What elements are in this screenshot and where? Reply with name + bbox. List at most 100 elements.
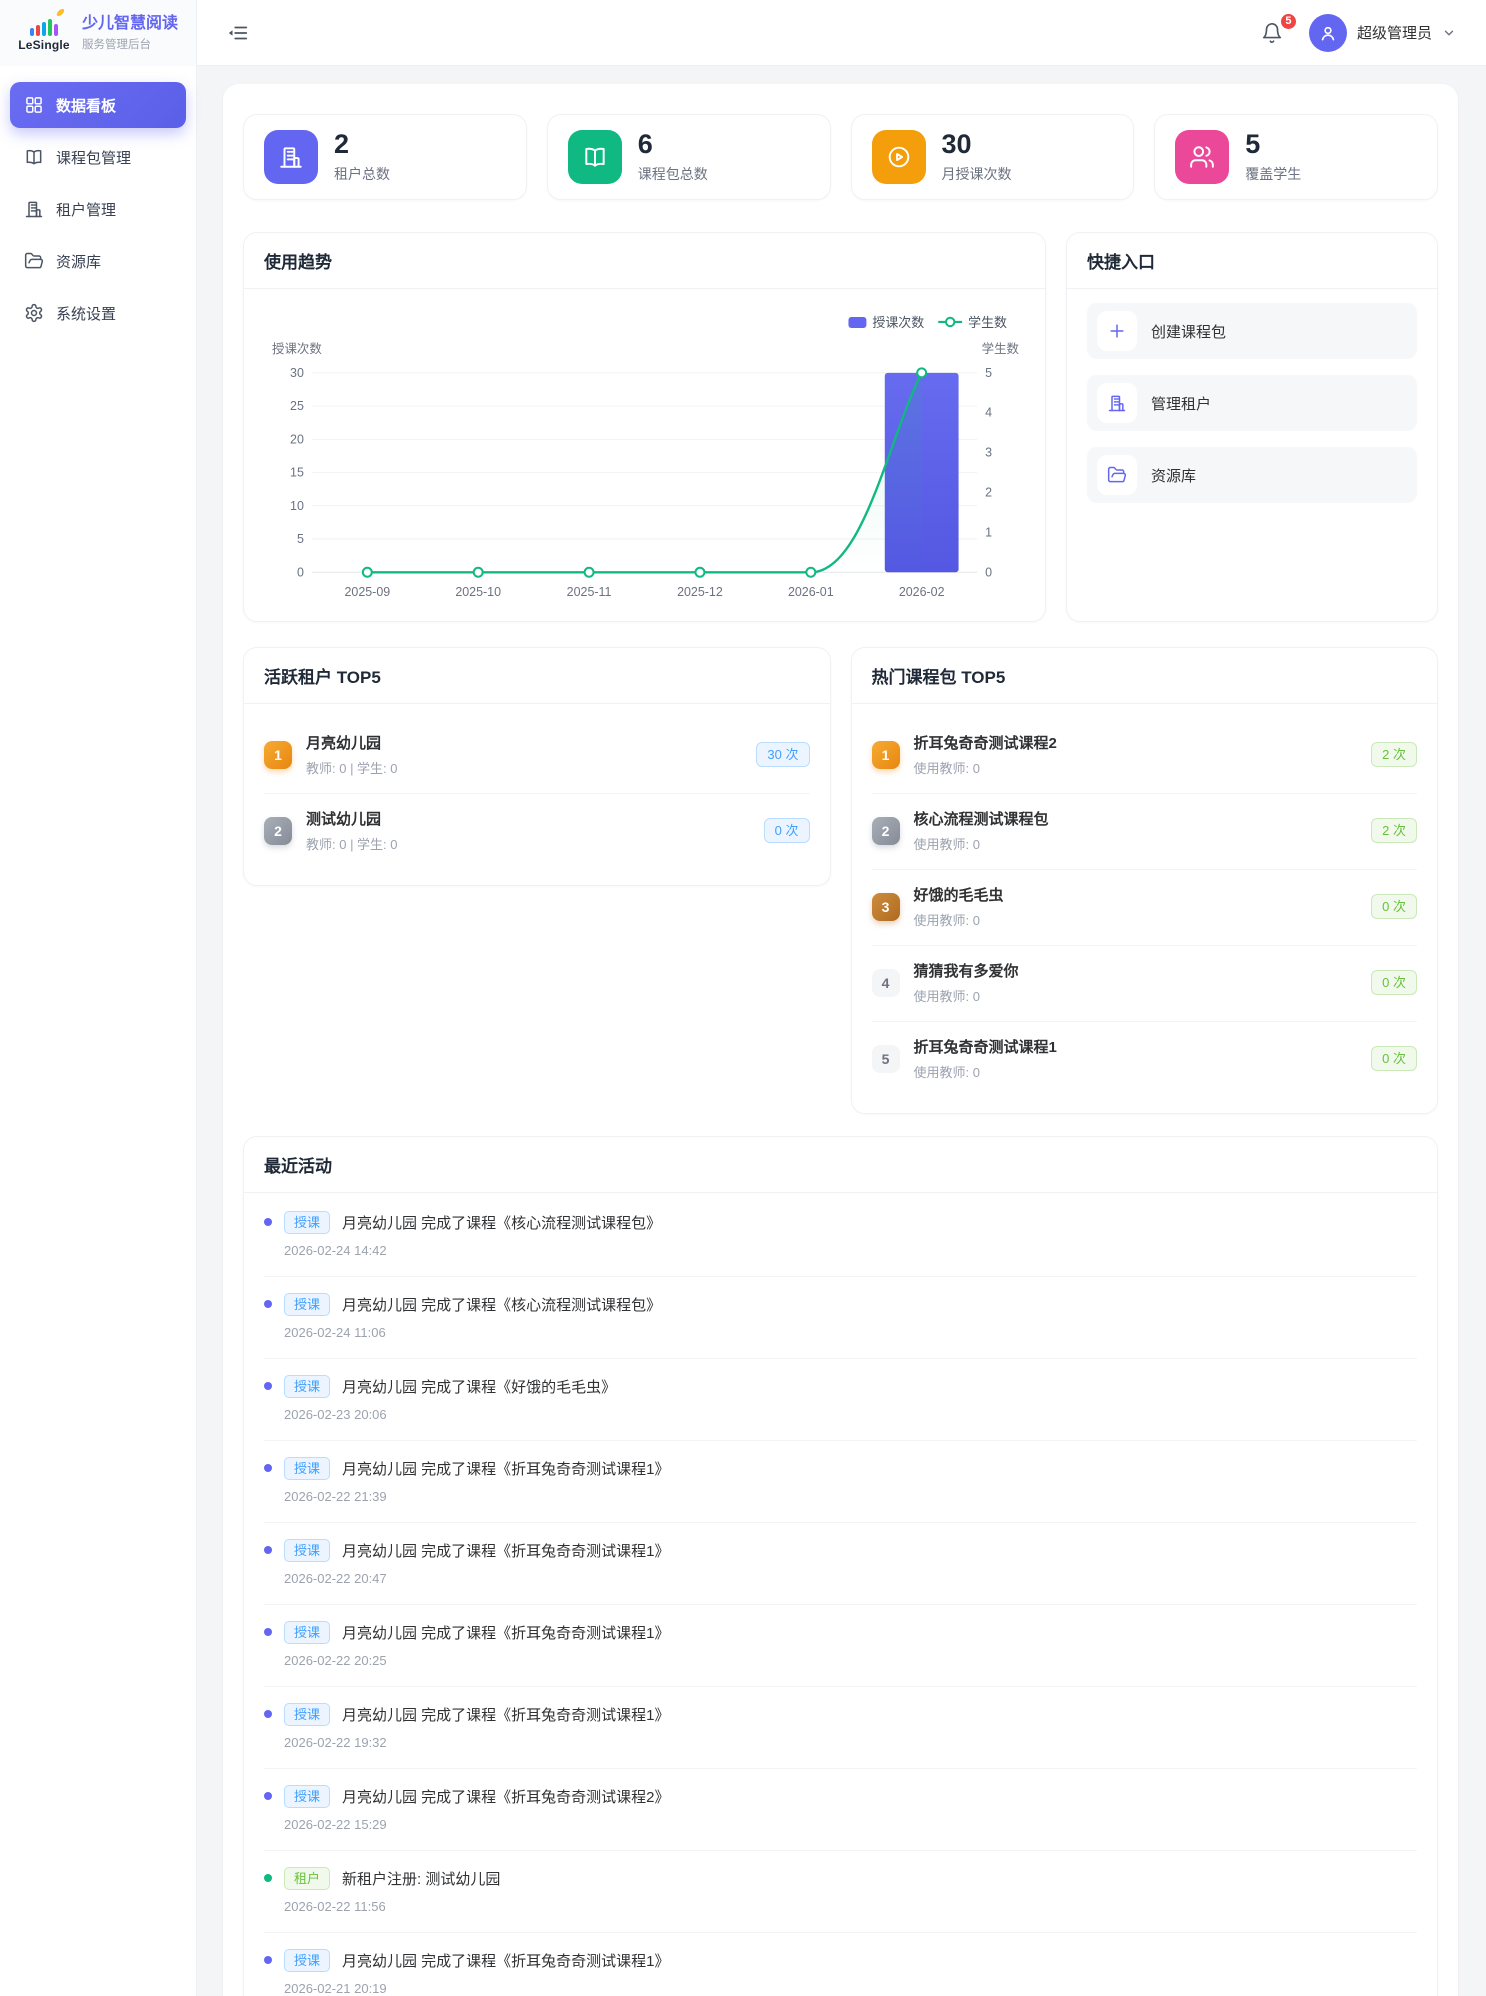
brand-name: LeSingle: [18, 37, 70, 52]
svg-text:2026-02: 2026-02: [899, 585, 945, 599]
avatar: [1308, 13, 1347, 52]
list-item: 5 折耳兔奇奇测试课程1 使用教师: 0 0 次: [871, 1022, 1417, 1097]
activity-row: 授课 月亮幼儿园 完成了课程《折耳兔奇奇测试课程1》 2026-02-22 21…: [264, 1441, 1417, 1524]
sidebar-collapse-button[interactable]: [224, 19, 252, 47]
activity-type-badge: 授课: [284, 1457, 331, 1481]
quick-entry-item-2[interactable]: 资源库: [1087, 447, 1417, 503]
quick-entry-card: 快捷入口 创建课程包 管理租户 资源库: [1066, 232, 1438, 623]
svg-text:4: 4: [985, 406, 992, 420]
user-name: 超级管理员: [1356, 25, 1432, 42]
sidebar-item-2[interactable]: 租户管理: [10, 186, 186, 232]
activity-text: 月亮幼儿园 完成了课程《折耳兔奇奇测试课程1》: [342, 1707, 670, 1725]
activity-time: 2026-02-22 20:47: [284, 1571, 387, 1587]
recent-activity-list: 授课 月亮幼儿园 完成了课程《核心流程测试课程包》 2026-02-24 14:…: [244, 1193, 1437, 1996]
list-item: 2 测试幼儿园 教师: 0 | 学生: 0 0 次: [264, 794, 810, 869]
sidebar-item-4[interactable]: 系统设置: [10, 290, 186, 336]
rank-badge: 1: [264, 740, 292, 769]
count-badge: 2 次: [1371, 742, 1417, 768]
brand-logo: LeSingle 少儿智慧阅读 服务管理后台: [0, 0, 197, 66]
activity-text: 月亮幼儿园 完成了课程《折耳兔奇奇测试课程1》: [342, 1461, 670, 1479]
activity-text: 月亮幼儿园 完成了课程《折耳兔奇奇测试课程1》: [342, 1953, 670, 1971]
sidebar-item-3[interactable]: 资源库: [10, 238, 186, 284]
svg-text:5: 5: [297, 532, 304, 546]
sidebar-item-0[interactable]: 数据看板: [10, 82, 186, 128]
book-icon: [24, 147, 44, 167]
user-menu[interactable]: 超级管理员: [1308, 13, 1456, 52]
sidebar-item-1[interactable]: 课程包管理: [10, 134, 186, 180]
person-icon: [1318, 23, 1338, 43]
activity-dot: [264, 1792, 272, 1801]
notifications-button[interactable]: 5: [1261, 11, 1298, 47]
activity-type-badge: 授课: [284, 1539, 331, 1563]
line-series: [366, 371, 923, 574]
legend-bar-label: 授课次数: [872, 315, 924, 330]
activity-type-badge: 授课: [284, 1949, 331, 1973]
item-meta: 使用教师: 0: [913, 1065, 980, 1081]
stat-label: 覆盖学生: [1245, 165, 1302, 182]
svg-text:15: 15: [290, 466, 304, 480]
hot-courses-title: 热门课程包 TOP5: [851, 648, 1437, 705]
building-icon: [278, 144, 304, 170]
rank-badge: 4: [871, 968, 900, 997]
rank-badge: 1: [871, 740, 900, 769]
svg-text:0: 0: [297, 565, 304, 579]
leaf-icon: [55, 7, 66, 17]
sidebar: 数据看板课程包管理租户管理资源库系统设置: [0, 66, 197, 1996]
activity-dot: [264, 1546, 272, 1555]
sidebar-item-label: 资源库: [56, 253, 102, 271]
stat-value: 6: [637, 129, 653, 160]
rank-badge: 2: [871, 816, 900, 845]
activity-time: 2026-02-24 11:06: [284, 1325, 386, 1341]
item-name: 测试幼儿园: [306, 811, 382, 829]
brand-logo-icon: LeSingle: [16, 7, 72, 52]
stat-card-1: 6 课程包总数: [546, 114, 831, 200]
building-icon: [24, 199, 44, 219]
activity-dot: [264, 1464, 272, 1473]
activity-time: 2026-02-22 20:25: [284, 1653, 387, 1669]
activity-time: 2026-02-22 19:32: [284, 1735, 387, 1751]
stat-label: 课程包总数: [637, 165, 708, 182]
count-badge: 0 次: [1371, 1046, 1417, 1072]
activity-type-badge: 授课: [284, 1703, 331, 1727]
sidebar-item-label: 系统设置: [56, 305, 117, 323]
dashboard-panel: 2 租户总数 6 课程包总数 30 月授课次数 5 覆盖学生 使用趋势 0 5 10…: [223, 84, 1458, 1996]
stat-label: 租户总数: [334, 165, 390, 182]
stat-value: 30: [941, 129, 972, 160]
activity-text: 月亮幼儿园 完成了课程《核心流程测试课程包》: [342, 1215, 662, 1233]
svg-text:2025-12: 2025-12: [677, 585, 723, 599]
activity-time: 2026-02-22 11:56: [284, 1899, 386, 1915]
svg-text:授课次数: 授课次数: [272, 341, 322, 356]
usage-trend-card: 使用趋势 0 5 10 15 20 25 30 0 1 2 3 4 5 授课次数 学生数 2025-09 202…: [243, 232, 1046, 623]
svg-text:2025-11: 2025-11: [567, 585, 612, 599]
quick-entry-item-0[interactable]: 创建课程包: [1087, 303, 1417, 359]
bell-icon: [1261, 22, 1289, 44]
book-icon: [582, 144, 608, 170]
stat-value: 5: [1245, 129, 1261, 160]
activity-time: 2026-02-24 14:42: [284, 1243, 387, 1259]
stats-row: 2 租户总数 6 课程包总数 30 月授课次数 5 覆盖学生: [243, 114, 1438, 200]
item-name: 好饿的毛毛虫: [913, 887, 1004, 905]
rank-badge: 2: [264, 816, 292, 845]
list-item: 1 折耳兔奇奇测试课程2 使用教师: 0 2 次: [871, 718, 1417, 795]
activity-row: 授课 月亮幼儿园 完成了课程《核心流程测试课程包》 2026-02-24 14:…: [264, 1195, 1417, 1278]
activity-dot: [264, 1710, 272, 1719]
activity-text: 月亮幼儿园 完成了课程《折耳兔奇奇测试课程2》: [342, 1789, 670, 1807]
count-badge: 0 次: [1371, 894, 1417, 920]
line-marker: [805, 566, 817, 578]
quick-entry-label: 管理租户: [1151, 395, 1212, 413]
activity-dot: [264, 1382, 272, 1391]
list-item: 4 猜猜我有多爱你 使用教师: 0 0 次: [871, 946, 1417, 1023]
quick-entry-item-1[interactable]: 管理租户: [1087, 375, 1417, 431]
svg-text:1: 1: [985, 525, 992, 539]
line-marker: [583, 566, 595, 578]
list-item: 3 好饿的毛毛虫 使用教师: 0 0 次: [871, 870, 1417, 947]
dashboard-icon: [24, 95, 44, 115]
activity-time: 2026-02-23 20:06: [284, 1407, 387, 1423]
activity-type-badge: 授课: [284, 1375, 331, 1399]
collapse-icon: [227, 22, 249, 44]
gear-icon: [24, 303, 44, 323]
